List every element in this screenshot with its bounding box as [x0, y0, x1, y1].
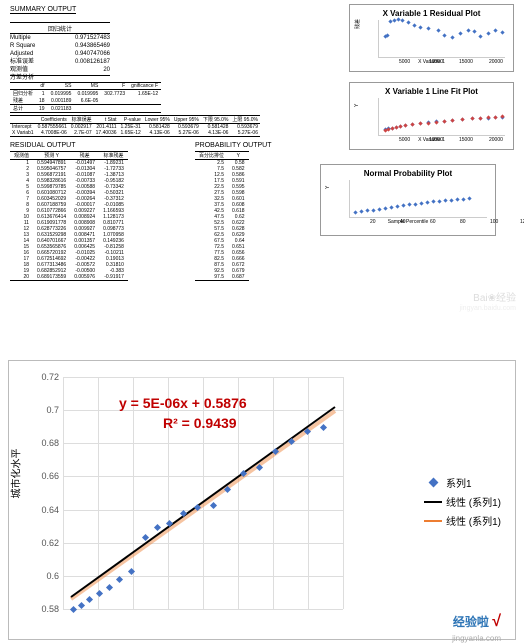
probability-title: PROBABILITY OUTPUT [195, 142, 272, 149]
chart3-ylabel: Y [325, 186, 331, 189]
normal-prob-plot-chart: Normal Probability Plot Y 20406080100120… [320, 164, 496, 236]
bottom-plot-area: y = 5E-06x + 0.5876 R² = 0.9439 [63, 377, 343, 609]
residual-table: 观测值预测 Y残差标准残差10.594947891-0.01497-1.8923… [10, 151, 128, 281]
chart3-plot: 20406080100120 [349, 180, 487, 218]
chart1-plot: 5000100001500020000 [378, 20, 505, 58]
urbanization-chart: 城市化水平 0.580.60.620.640.660.680.70.72 y =… [8, 360, 516, 640]
bottom-ylabel: 城市化水平 [8, 449, 23, 499]
chart2-ylabel: Y [354, 104, 360, 107]
trend-lines [63, 377, 343, 609]
chart3-xlabel: Sample Percentile [321, 219, 495, 225]
anova-table: dfSSMSFgnificance F回归分析10.0199950.019995… [10, 82, 161, 113]
chart1-ylabel: 残差 [354, 19, 361, 29]
anova-title: 方差分析 [10, 72, 161, 81]
regression-stats-box: 回归统计 Multiple0.971527483R Square0.943865… [10, 22, 110, 76]
chart3-title: Normal Probability Plot [321, 169, 495, 178]
residual-output: RESIDUAL OUTPUT 观测值预测 Y残差标准残差10.59494789… [10, 142, 128, 281]
regression-output-panel: SUMMARY OUTPUT 回归统计 Multiple0.971527483R… [0, 0, 524, 310]
y-axis-labels: 0.580.60.620.640.660.680.70.72 [33, 377, 61, 609]
legend-item-linear1: 线性 (系列1) [424, 494, 501, 509]
summary-title: SUMMARY OUTPUT [10, 6, 76, 14]
coefficients-block: Coefficients标准误差t StatP-valueLower 95%Up… [10, 115, 260, 137]
probability-table: 百分比排位Y2.50.587.50.58212.50.58617.50.5912… [195, 151, 249, 281]
equation-text: y = 5E-06x + 0.5876 [119, 395, 247, 411]
chart1-title: X Variable 1 Residual Plot [350, 9, 513, 18]
r2-text: R² = 0.9439 [163, 415, 237, 431]
residual-plot-chart: X Variable 1 Residual Plot 残差 5000100001… [349, 4, 514, 72]
watermark-sub: jingyan.baidu.com [460, 305, 516, 312]
logo-text: 经验啦 √ [453, 613, 501, 631]
logo-sub: jingyanla.com [452, 634, 501, 643]
legend-item-series: 系列1 [424, 475, 501, 490]
chart2-plot: 5000100001500020000 [378, 98, 505, 136]
bottom-legend: 系列1 线性 (系列1) 线性 (系列1) [424, 471, 501, 532]
residual-title: RESIDUAL OUTPUT [10, 142, 128, 149]
probability-output: PROBABILITY OUTPUT 百分比排位Y2.50.587.50.582… [195, 142, 272, 281]
legend-item-linear2: 线性 (系列1) [424, 513, 501, 528]
watermark-text: Bai❀经验 [473, 289, 516, 304]
anova-block: 方差分析 dfSSMSFgnificance F回归分析10.0199950.0… [10, 72, 161, 113]
coefficients-table: Coefficients标准误差t StatP-valueLower 95%Up… [10, 115, 260, 137]
summary-output: SUMMARY OUTPUT 回归统计 Multiple0.971527483R… [10, 6, 110, 76]
chart2-title: X Variable 1 Line Fit Plot [350, 87, 513, 96]
stats-box-label: 回归统计 [10, 24, 110, 34]
line-fit-plot-chart: X Variable 1 Line Fit Plot Y 50001000015… [349, 82, 514, 150]
